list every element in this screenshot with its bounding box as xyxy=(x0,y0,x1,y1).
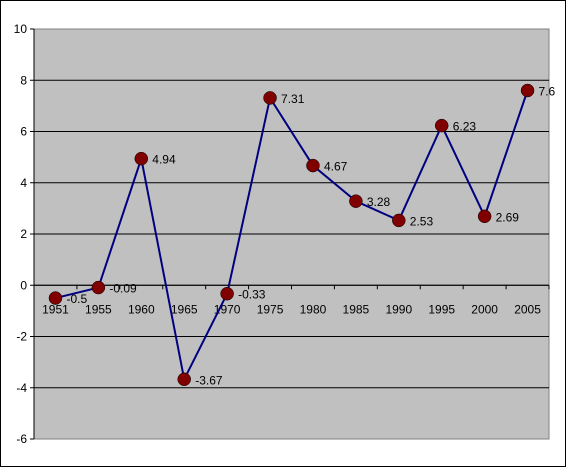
data-label: -0.33 xyxy=(238,288,266,302)
data-point-marker xyxy=(220,286,234,301)
x-tick-label: 2000 xyxy=(471,302,498,316)
data-label: 7.6 xyxy=(539,85,556,99)
data-point-marker xyxy=(349,194,363,208)
y-tick-label: -4 xyxy=(16,381,27,395)
data-label: 7.31 xyxy=(281,92,305,106)
data-label: 6.23 xyxy=(453,120,477,134)
data-label: -0.5 xyxy=(66,292,87,306)
data-point-marker xyxy=(306,158,320,173)
x-tick-label: 1985 xyxy=(343,302,370,316)
x-tick-label: 1995 xyxy=(428,302,455,316)
x-tick-label: 1965 xyxy=(171,302,198,316)
data-label: 4.94 xyxy=(152,153,176,167)
y-tick-label: 6 xyxy=(20,125,27,139)
y-axis: -6 -4 -2 0 2 4 6 8 10 xyxy=(14,22,35,446)
data-point-marker xyxy=(434,118,449,133)
y-tick-label: 8 xyxy=(20,73,27,87)
data-labels: -0.5 -0.09 4.94 -3.67 -0.33 7.31 4.67 3.28 2.53 6… xyxy=(66,85,555,388)
x-axis: 1951 1955 1960 1965 1970 1975 1980 1985 1990 1995… xyxy=(33,284,550,316)
data-label: 2.69 xyxy=(496,210,520,224)
y-tick-label: 10 xyxy=(14,22,28,36)
data-point-marker xyxy=(520,83,535,98)
y-tick-label: 4 xyxy=(20,176,27,190)
data-point-marker xyxy=(91,280,106,295)
data-point-marker xyxy=(392,213,406,228)
x-tick-label: 1960 xyxy=(128,302,155,316)
y-tick-label: -2 xyxy=(16,330,27,344)
data-point-marker xyxy=(48,291,63,305)
series-line xyxy=(55,90,529,383)
data-label: 4.67 xyxy=(324,160,348,174)
x-tick-label: 1951 xyxy=(42,302,69,316)
x-tick-label: 2005 xyxy=(514,302,541,316)
data-point-marker xyxy=(177,372,191,387)
x-tick-label: 1975 xyxy=(257,302,284,316)
x-tick-label: 1990 xyxy=(385,302,412,316)
data-label: 2.53 xyxy=(410,214,434,228)
data-point-marker xyxy=(477,209,492,224)
data-point-marker xyxy=(263,91,277,105)
y-tick-label: 2 xyxy=(20,227,27,241)
y-tick-label: -6 xyxy=(16,432,27,446)
data-label: -3.67 xyxy=(195,373,223,387)
x-tick-label: 1955 xyxy=(85,302,112,316)
series-group xyxy=(48,83,535,387)
data-label: -0.09 xyxy=(109,282,137,296)
y-tick-label: 0 xyxy=(20,278,27,292)
x-tick-label: 1980 xyxy=(300,302,327,316)
data-label: 3.28 xyxy=(367,195,391,209)
data-point-marker xyxy=(134,151,149,166)
